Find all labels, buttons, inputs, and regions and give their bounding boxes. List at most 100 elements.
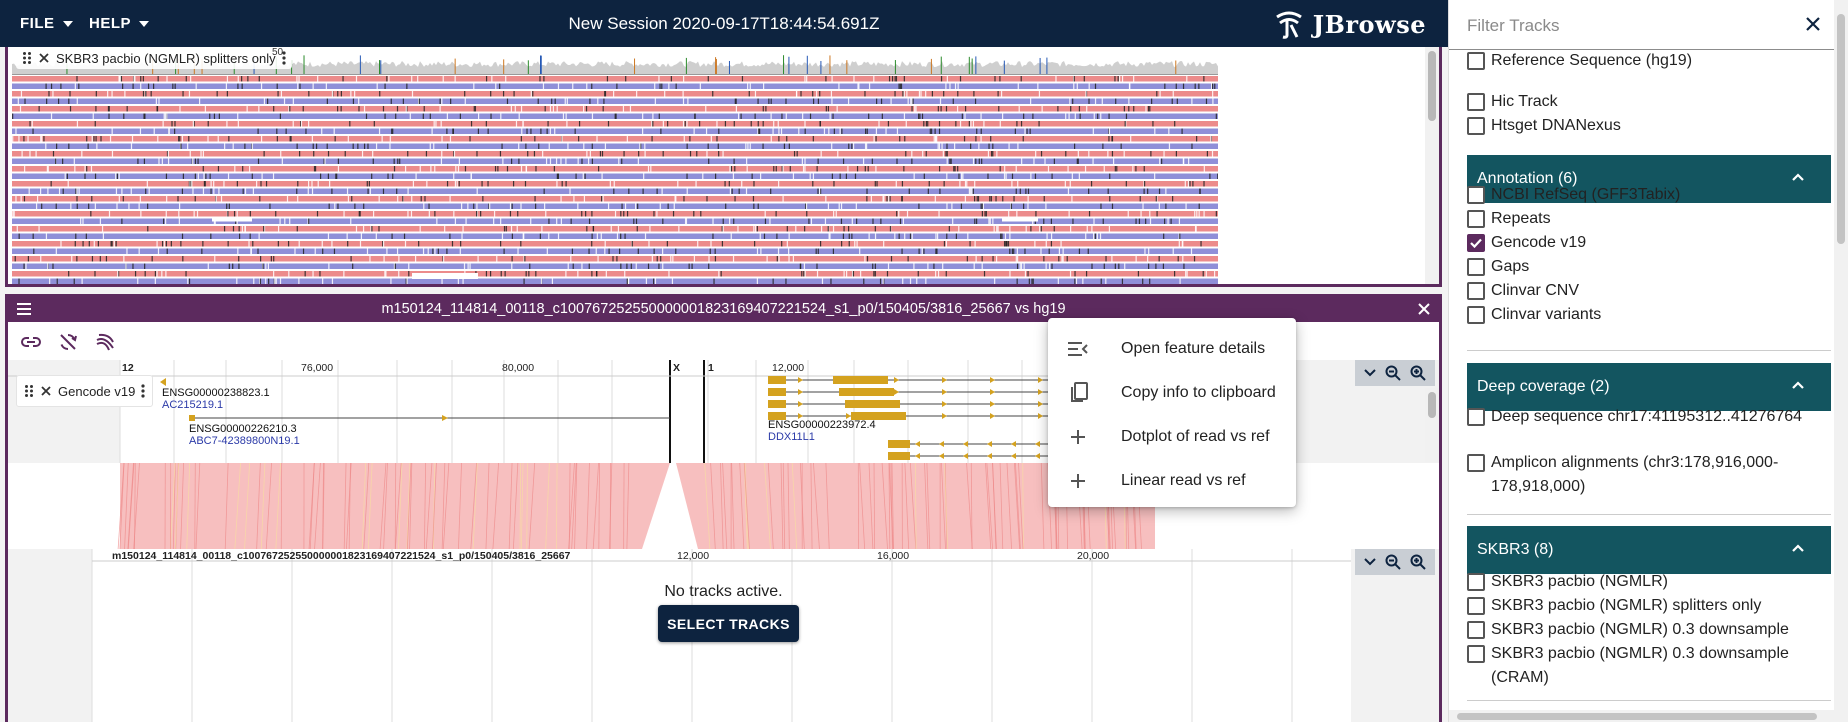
mismatch-mark — [132, 263, 134, 269]
mismatch-mark — [372, 151, 374, 157]
panel-menu-button[interactable] — [1363, 369, 1376, 377]
file-menu-button[interactable]: FILE — [20, 0, 73, 47]
track-item[interactable]: NCBI RefSeq (GFF3Tabix) — [1467, 183, 1831, 207]
mismatch-mark — [848, 143, 850, 149]
track-item[interactable]: Gaps — [1467, 255, 1831, 279]
view-menu-icon[interactable] — [16, 302, 32, 316]
zoom-in-button[interactable] — [1410, 554, 1427, 570]
session-title[interactable]: New Session 2020-09-17T18:44:54.691Z — [568, 14, 880, 33]
mismatch-mark — [871, 158, 873, 164]
feature-glyph — [160, 378, 166, 386]
zoom-in-button[interactable] — [1410, 365, 1427, 381]
synteny-line — [1014, 463, 1021, 549]
mismatch-mark — [1030, 226, 1032, 232]
mismatch-mark — [857, 83, 859, 89]
track-item[interactable]: SKBR3 pacbio (NGMLR) 0.3 downsample (CRA… — [1467, 642, 1831, 690]
mismatch-mark — [889, 196, 891, 202]
close-icon[interactable] — [1803, 14, 1823, 34]
track-item[interactable]: Deep sequence chr17:41195312..41276764 — [1467, 405, 1831, 429]
track-item[interactable]: Reference Sequence (hg19) — [1467, 49, 1831, 73]
menu-item-linear-read-vs-ref[interactable]: Linear read vs ref — [1048, 459, 1296, 503]
track-checkbox[interactable] — [1467, 258, 1485, 276]
track-checkbox[interactable] — [1467, 408, 1485, 426]
track-checkbox[interactable] — [1467, 234, 1485, 252]
category-header[interactable]: SKBR3 (8) — [1467, 526, 1831, 574]
track-checkbox[interactable] — [1467, 454, 1485, 472]
drag-handle-icon[interactable] — [24, 384, 34, 398]
feature-glyph — [846, 389, 851, 395]
track-checkbox[interactable] — [1467, 597, 1485, 615]
mismatch-mark — [40, 136, 42, 142]
mismatch-mark — [785, 113, 787, 119]
mismatch-mark — [710, 241, 712, 247]
track-item[interactable]: SKBR3 pacbio (NGMLR) splitters only — [1467, 594, 1831, 618]
scrollbar-thumb[interactable] — [1428, 392, 1436, 418]
filter-tracks-input[interactable] — [1467, 13, 1767, 39]
mismatch-mark — [404, 166, 407, 172]
select-tracks-button[interactable]: SELECT TRACKS — [658, 605, 799, 642]
upper-view-scrollbar[interactable] — [1425, 47, 1439, 284]
zoom-out-button[interactable] — [1385, 554, 1401, 570]
track-checkbox[interactable] — [1467, 573, 1485, 591]
toggle-sync-button[interactable] — [55, 331, 81, 353]
mismatch-mark — [918, 248, 920, 254]
track-checkbox[interactable] — [1467, 52, 1485, 70]
track-checkbox[interactable] — [1467, 282, 1485, 300]
track-menu-icon[interactable] — [282, 51, 286, 65]
scrollbar-thumb[interactable] — [1837, 14, 1845, 244]
track-item[interactable]: Gencode v19 — [1467, 231, 1831, 255]
synteny-line — [308, 463, 315, 549]
track-item[interactable]: SKBR3 pacbio (NGMLR) — [1467, 570, 1831, 594]
close-track-icon[interactable] — [40, 385, 52, 397]
menu-item-open-feature-details[interactable]: Open feature details — [1048, 327, 1296, 371]
scrollbar-thumb[interactable] — [1457, 713, 1817, 720]
track-item[interactable]: Clinvar CNV — [1467, 279, 1831, 303]
link-views-button[interactable] — [18, 331, 44, 353]
scrollbar-thumb[interactable] — [1428, 51, 1436, 121]
synteny-line — [409, 463, 413, 549]
category-header[interactable]: Annotation (6) — [1467, 155, 1831, 203]
panel-menu-button[interactable] — [1363, 558, 1376, 566]
menu-item-dotplot[interactable]: Dotplot of read vs ref — [1048, 415, 1296, 459]
mismatch-mark — [396, 188, 398, 194]
toggle-curves-button[interactable] — [92, 331, 118, 353]
help-menu-button[interactable]: HELP — [89, 0, 150, 47]
synteny-line — [117, 463, 125, 549]
feature-glyph — [894, 389, 899, 395]
drawer-scrollbar[interactable] — [1834, 0, 1848, 722]
mismatch-mark — [436, 218, 438, 224]
track-menu-icon[interactable] — [141, 384, 145, 398]
track-checkbox[interactable] — [1467, 621, 1485, 639]
track-checkbox[interactable] — [1467, 117, 1485, 135]
track-checkbox[interactable] — [1467, 645, 1485, 663]
menu-item-copy-info[interactable]: Copy info to clipboard — [1048, 371, 1296, 415]
track-item[interactable]: Repeats — [1467, 207, 1831, 231]
track-item[interactable]: Clinvar variants — [1467, 303, 1831, 327]
mismatch-mark — [24, 98, 26, 104]
synteny-line — [169, 463, 176, 549]
mismatch-mark — [164, 113, 166, 119]
pileup-track[interactable] — [12, 75, 1218, 287]
zoom-out-button[interactable] — [1385, 365, 1401, 381]
close-track-icon[interactable] — [38, 52, 50, 64]
zoom-out-icon — [1385, 365, 1401, 381]
track-checkbox[interactable] — [1467, 306, 1485, 324]
track-item[interactable]: SKBR3 pacbio (NGMLR) 0.3 downsample — [1467, 618, 1831, 642]
category-header[interactable]: Deep coverage (2) — [1467, 363, 1831, 411]
close-view-icon[interactable] — [1415, 300, 1433, 318]
track-item[interactable]: Hic Track — [1467, 90, 1831, 114]
track-item[interactable]: Htsget DNANexus — [1467, 114, 1831, 138]
track-checkbox[interactable] — [1467, 93, 1485, 111]
mismatch-mark — [875, 166, 877, 172]
track-item[interactable]: Amplicon alignments (chr3:178,916,000-17… — [1467, 451, 1831, 499]
mismatch-mark — [298, 241, 300, 247]
track-checkbox[interactable] — [1467, 210, 1485, 228]
mismatch-mark — [371, 226, 373, 232]
mismatch-mark — [983, 121, 985, 127]
mismatch-mark — [251, 143, 253, 149]
track-checkbox[interactable] — [1467, 186, 1485, 204]
drag-handle-icon[interactable] — [22, 51, 32, 65]
drawer-horizontal-scrollbar[interactable] — [1449, 710, 1835, 722]
synteny-line — [868, 463, 874, 549]
panel-scrollbar[interactable] — [1425, 388, 1439, 462]
